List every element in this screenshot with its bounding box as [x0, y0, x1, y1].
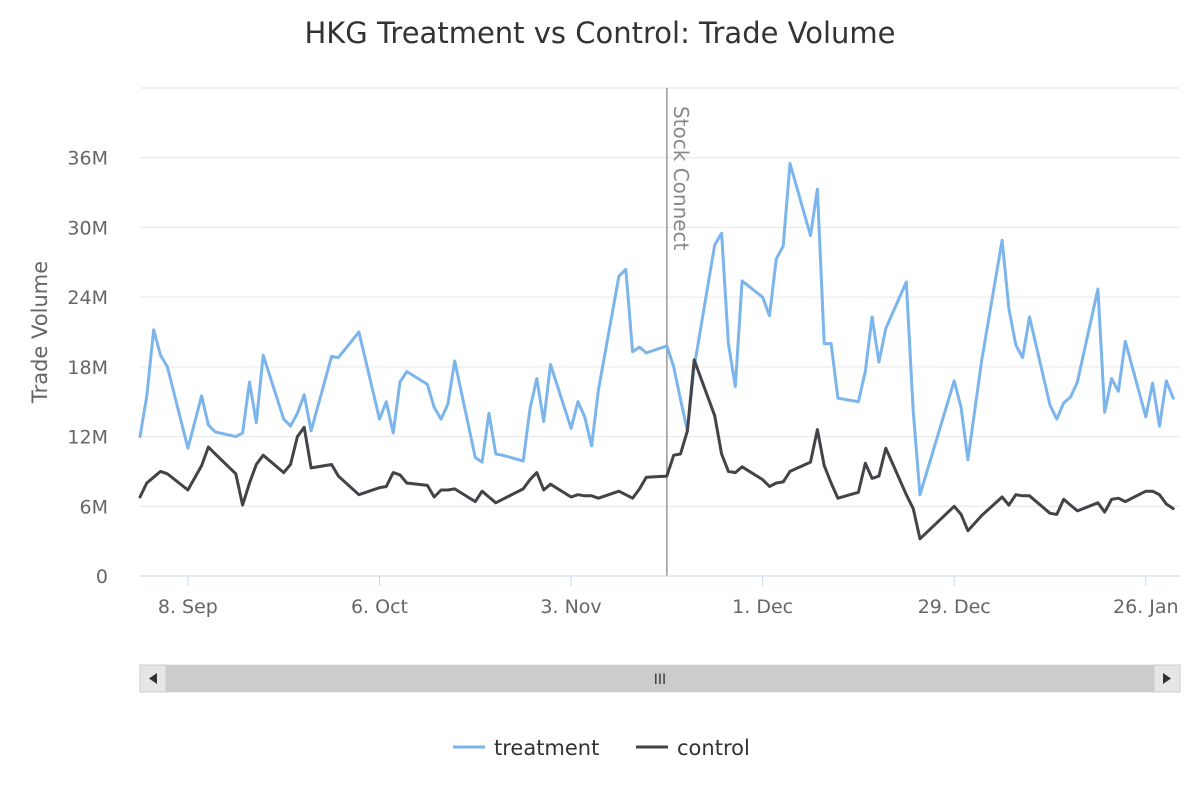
plot-line-label: Stock Connect	[669, 106, 693, 251]
x-tick-label: 6. Oct	[351, 596, 408, 618]
legend-item-control[interactable]: control	[636, 736, 750, 760]
x-tick-label: 8. Sep	[158, 596, 218, 618]
x-tick-label: 29. Dec	[918, 596, 991, 618]
scroll-left-button[interactable]	[139, 664, 167, 693]
legend: treatment control	[453, 736, 750, 760]
y-tick-label: 30M	[67, 217, 108, 239]
y-tick-label: 36M	[67, 148, 108, 170]
y-axis-title: Trade Volume	[28, 261, 52, 404]
y-tick-label: 24M	[67, 287, 108, 309]
stock-connect-marker: Stock Connect	[666, 88, 693, 576]
x-axis-ticks: 8. Sep 6. Oct 3. Nov 1. Dec 29. Dec 26. Jan	[158, 576, 1179, 618]
legend-label-control: control	[677, 736, 750, 760]
y-tick-label: 18M	[67, 357, 108, 379]
chart-title: HKG Treatment vs Control: Trade Volume	[304, 16, 895, 50]
left-arrow-icon	[149, 673, 157, 684]
y-gridlines	[140, 87, 1180, 507]
y-tick-label: 6M	[80, 496, 108, 518]
legend-item-treatment[interactable]: treatment	[453, 736, 599, 760]
legend-label-treatment: treatment	[494, 736, 599, 760]
scrollbar-grip: III	[654, 672, 666, 688]
series-line-treatment[interactable]	[138, 162, 1175, 497]
right-arrow-icon	[1163, 673, 1171, 684]
scroll-right-button[interactable]	[1153, 664, 1181, 693]
y-tick-label: 12M	[67, 427, 108, 449]
series-line-control[interactable]	[138, 358, 1175, 541]
y-tick-label: 0	[96, 566, 108, 588]
navigator-scrollbar[interactable]: III	[139, 664, 1181, 693]
x-tick-label: 3. Nov	[540, 596, 601, 618]
x-tick-label: 26. Jan	[1113, 596, 1179, 618]
series-lines	[138, 162, 1175, 541]
y-axis-labels: 0 6M 12M 18M 24M 30M 36M	[67, 148, 108, 588]
scrollbar-thumb[interactable]	[166, 665, 1154, 692]
x-tick-label: 1. Dec	[732, 596, 793, 618]
